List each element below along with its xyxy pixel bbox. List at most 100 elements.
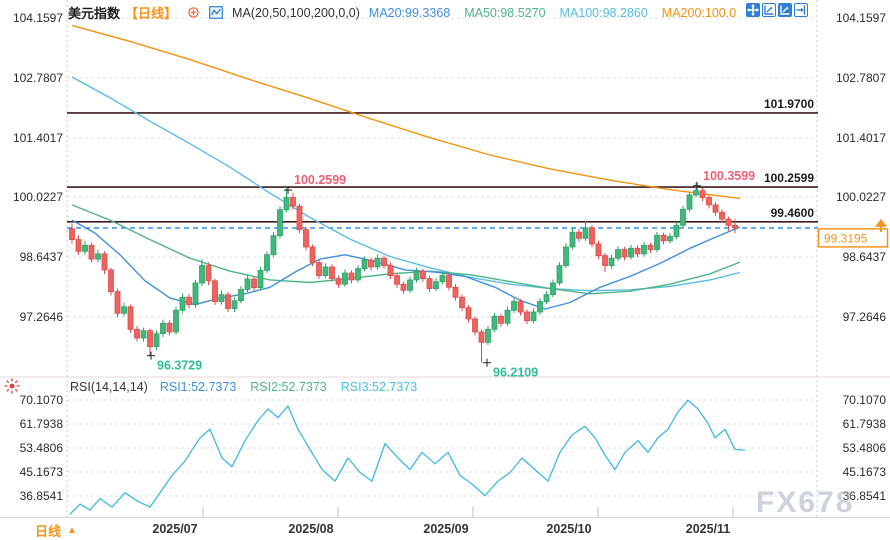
ma-line-ma50 (71, 204, 741, 295)
candle (218, 294, 225, 302)
price-axis-label: 101.4017 (836, 131, 886, 145)
ma-settings-label[interactable]: MA(20,50,100,200,0,0) (232, 5, 360, 20)
candle (277, 209, 283, 237)
symbol-name: 美元指数 (68, 6, 121, 21)
x-axis-label: 2025/11 (685, 522, 731, 536)
ma-value-ma50: MA50:98.5270 (464, 5, 546, 20)
candle (394, 275, 400, 285)
candle (589, 227, 595, 245)
rsi-axis-label: 53.4806 (843, 441, 887, 455)
candle (498, 315, 504, 324)
candle (693, 190, 699, 196)
tab-daily[interactable]: 日线 ▲ (35, 521, 77, 540)
candle (296, 205, 303, 231)
rsi-value-2: RSI2:52.7373 (250, 380, 327, 394)
candle (290, 197, 296, 207)
candle (511, 301, 517, 311)
candle (407, 279, 413, 291)
x-axis-label: 2025/08 (288, 522, 334, 536)
chart-type-icon[interactable] (209, 6, 223, 20)
price-up-arrow-icon[interactable] (875, 218, 887, 227)
price-axis-label: 104.1597 (836, 11, 886, 25)
last-price-value: 99.3195 (824, 231, 868, 245)
level-price-label: 99.4600 (771, 206, 815, 220)
x-axis-label: 2025/10 (546, 522, 592, 536)
candle (673, 224, 680, 237)
tab-daily-label: 日线 (35, 524, 62, 539)
candle (472, 318, 478, 333)
candle (303, 229, 309, 248)
candle (712, 204, 719, 213)
price-axis-label: 98.6437 (20, 250, 64, 264)
rsi-axis-label: 45.1673 (20, 465, 64, 479)
level-price-label: 100.2599 (764, 171, 814, 185)
candle (75, 239, 82, 252)
candle (537, 301, 543, 313)
candle (699, 190, 706, 198)
candle (121, 306, 127, 314)
price-axis-label: 102.7807 (836, 71, 886, 85)
rsi-line (69, 399, 746, 515)
candle (530, 311, 537, 322)
candle (160, 322, 166, 335)
candle (108, 269, 114, 293)
candle (680, 208, 686, 226)
candle (582, 227, 589, 239)
price-axis-label: 97.2646 (20, 310, 64, 324)
candle (504, 309, 511, 324)
chart-toolbar (746, 3, 808, 17)
candle (283, 197, 290, 211)
last-price-box[interactable] (817, 228, 889, 248)
price-axis-label: 101.4017 (13, 131, 63, 145)
candle (634, 247, 641, 255)
candle (134, 328, 140, 339)
ma-value-ma200: MA200:100.0 (661, 5, 737, 20)
candle (374, 257, 381, 268)
rsi-settings-icon[interactable] (3, 377, 21, 395)
go-to-latest-icon[interactable] (794, 3, 808, 17)
candle (95, 253, 101, 260)
rsi-pane-header: RSI(14,14,14) RSI1:52.7373 RSI2:52.7373 RS… (70, 380, 417, 394)
ma-line-ma100 (71, 76, 741, 292)
axis-scale-icon[interactable] (762, 3, 776, 17)
candle (413, 270, 420, 281)
bar-scale-icon[interactable] (778, 3, 792, 17)
price-axis-label: 100.0227 (836, 190, 886, 204)
candle (361, 259, 368, 270)
high-price-label: 100.2599 (294, 173, 346, 187)
rsi-title[interactable]: RSI(14,14,14) (70, 380, 148, 394)
price-up-arrow-stem-icon (880, 226, 882, 232)
candle (179, 296, 186, 311)
rsi-axis-label: 36.8541 (20, 489, 64, 503)
price-axis-label: 104.1597 (13, 11, 63, 25)
candle (368, 259, 374, 268)
level-price-label: 101.9700 (764, 97, 814, 111)
indicator-menu-icon[interactable] (186, 6, 200, 20)
candle (238, 289, 244, 302)
candle (387, 265, 394, 276)
candle (231, 300, 238, 309)
pan-tool-icon[interactable] (746, 3, 760, 17)
candle (244, 278, 251, 290)
candle (114, 291, 121, 314)
candle (355, 268, 361, 281)
candle (309, 246, 316, 263)
candle (595, 243, 602, 257)
candle (563, 246, 569, 266)
candle (647, 244, 654, 250)
rsi-axis-label: 61.7938 (20, 417, 64, 431)
candle (381, 257, 387, 266)
candle (602, 255, 608, 266)
candle (127, 306, 134, 330)
ma-line-ma200 (71, 24, 741, 200)
candle (270, 235, 277, 256)
candle (615, 249, 621, 259)
chart-canvas[interactable]: 100.2599 100.3599 96.3729 96.2109 104.1597 10… (0, 0, 890, 517)
candle (316, 262, 322, 276)
price-axis-label: 102.7807 (13, 71, 63, 85)
low-price-label: 96.3729 (157, 359, 202, 373)
rsi-axis-label: 61.7938 (843, 417, 887, 431)
candle (173, 309, 179, 333)
candle (348, 272, 355, 281)
